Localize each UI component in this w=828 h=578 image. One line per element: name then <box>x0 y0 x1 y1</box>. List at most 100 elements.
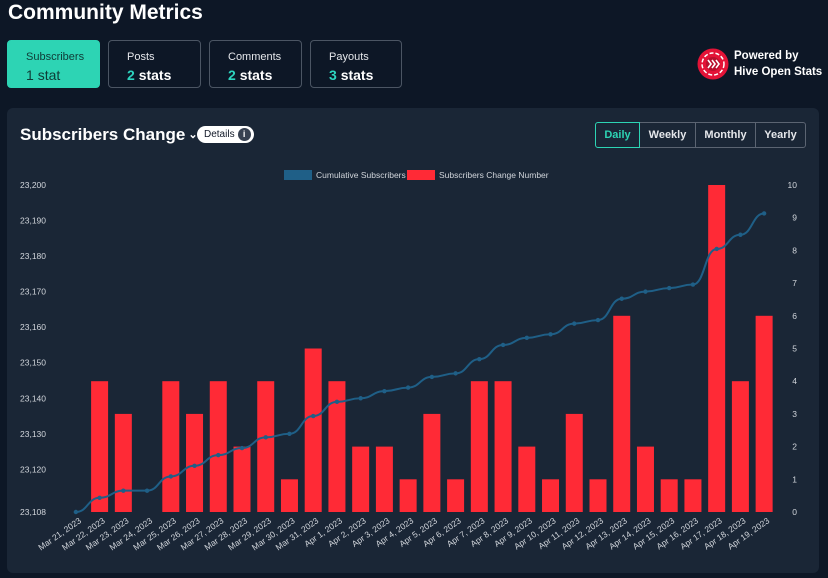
y-left-tick-label: 23,130 <box>20 429 46 439</box>
bar <box>613 315 631 512</box>
bar <box>423 413 441 512</box>
legend-label: Cumulative Subscribers <box>316 170 406 180</box>
y-right-tick-label: 1 <box>792 474 797 484</box>
y-right-tick-label: 5 <box>792 344 797 354</box>
line-point <box>192 463 197 468</box>
line-point <box>311 413 316 419</box>
bar <box>280 479 298 512</box>
stat-card-label: Posts <box>127 51 155 63</box>
tab-weekly[interactable]: Weekly <box>639 122 696 148</box>
bar <box>233 446 251 512</box>
stat-card-label: Comments <box>228 51 282 63</box>
legend-label: Subscribers Change Number <box>439 170 549 180</box>
y-right-tick-label: 4 <box>792 376 797 386</box>
bar <box>636 446 654 512</box>
line-point <box>382 388 387 394</box>
line-point <box>548 332 553 337</box>
y-left-tick-label: 23,180 <box>20 251 46 261</box>
bar <box>352 446 370 512</box>
y-left-tick-label: 23,150 <box>20 358 46 368</box>
line-point <box>334 399 340 405</box>
y-right-tick-label: 7 <box>792 278 797 288</box>
y-left-tick-label: 23,120 <box>20 464 46 474</box>
y-left-tick-label: 23,190 <box>20 216 46 226</box>
chart-panel: Subscribers Change ⌄ Details i Daily Week… <box>7 108 819 573</box>
stat-card-label: Subscribers <box>26 51 85 63</box>
line-point <box>595 317 601 323</box>
line-point <box>619 296 624 301</box>
line-point <box>524 335 529 341</box>
tab-yearly[interactable]: Yearly <box>755 122 806 148</box>
bar <box>470 381 488 512</box>
line-point <box>216 452 221 458</box>
y-left-tick-label: 23,140 <box>20 393 46 403</box>
stat-card-value: 3 stats <box>329 67 374 83</box>
stat-card-subscribers[interactable]: Subscribers 1 stat <box>7 40 100 88</box>
legend-swatch <box>407 170 435 180</box>
series-line-cumulative <box>75 212 765 513</box>
bar <box>399 479 417 512</box>
y-right-tick-label: 6 <box>792 311 797 321</box>
hive-logo-icon <box>697 48 729 80</box>
bar <box>328 381 346 512</box>
y-left-tick-label: 23,160 <box>20 322 46 332</box>
line-point <box>429 374 435 380</box>
line-point <box>287 431 292 437</box>
line-point <box>714 246 719 252</box>
bar <box>518 446 536 512</box>
y-right-tick-label: 9 <box>792 213 797 223</box>
line-point <box>73 509 79 515</box>
line-point <box>477 356 482 362</box>
stat-card-label: Payouts <box>329 51 369 63</box>
stat-card-value: 2 stats <box>127 67 172 83</box>
bar <box>755 315 773 512</box>
y-right-tick-label: 3 <box>792 409 797 419</box>
line-point <box>144 488 150 493</box>
line-point <box>738 232 743 237</box>
line-point <box>405 385 411 390</box>
line-point <box>168 474 173 479</box>
line-point <box>761 211 767 216</box>
bar <box>209 381 227 512</box>
bar <box>731 381 749 512</box>
tab-daily[interactable]: Daily <box>595 122 640 148</box>
y-right-tick-label: 0 <box>792 507 797 517</box>
bar <box>660 479 678 512</box>
line-point <box>500 342 506 348</box>
powered-by-brand: Hive Open Stats <box>734 66 823 78</box>
info-icon: i <box>237 128 251 141</box>
bar <box>589 479 607 512</box>
details-button[interactable]: Details i <box>197 126 254 143</box>
bar <box>257 381 275 512</box>
line-point <box>358 396 363 401</box>
y-left-tick-label: 23,200 <box>20 180 46 190</box>
line-point <box>643 289 648 294</box>
powered-by[interactable]: Powered by Hive Open Stats <box>697 46 823 82</box>
bar <box>447 479 465 512</box>
bar <box>494 381 512 512</box>
chart-title[interactable]: Subscribers Change ⌄ <box>20 125 198 144</box>
powered-by-label: Powered by <box>734 50 799 62</box>
legend-swatch <box>284 170 312 180</box>
stat-card-value: 2 stats <box>228 67 273 83</box>
y-left-tick-label: 23,170 <box>20 287 46 297</box>
y-right-tick-label: 8 <box>792 245 797 255</box>
line-point <box>572 321 577 326</box>
bar <box>91 381 109 512</box>
y-right-tick-label: 10 <box>788 180 798 190</box>
bar <box>304 348 322 512</box>
line-point <box>121 488 126 493</box>
line-point <box>263 435 268 440</box>
stat-card-payouts[interactable]: Payouts 3 stats <box>310 40 402 88</box>
stat-card-comments[interactable]: Comments 2 stats <box>209 40 302 88</box>
period-tabs: Daily Weekly Monthly Yearly <box>595 122 806 148</box>
tab-monthly[interactable]: Monthly <box>695 122 756 148</box>
bar <box>186 413 204 512</box>
stat-card-value: 1 stat <box>26 67 61 83</box>
stat-card-posts[interactable]: Posts 2 stats <box>108 40 201 88</box>
line-point <box>667 285 672 291</box>
details-label: Details <box>204 129 235 140</box>
line-point <box>97 495 102 500</box>
line-point <box>239 445 245 451</box>
line-point <box>453 371 458 376</box>
